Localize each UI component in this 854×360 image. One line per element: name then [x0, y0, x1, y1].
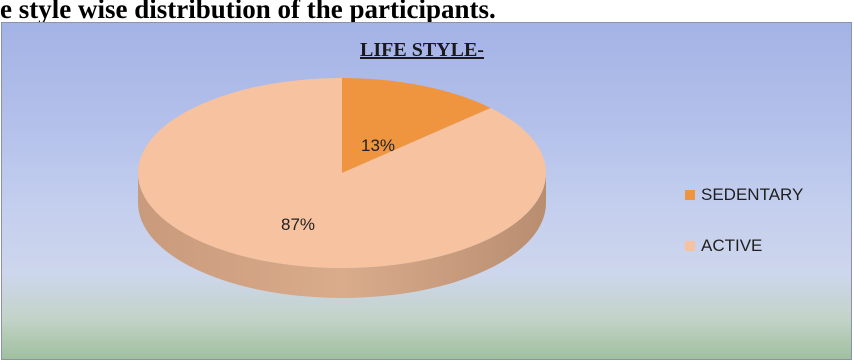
legend-item-active: ACTIVE — [685, 234, 803, 258]
pie-slice-active — [138, 78, 546, 268]
pie-slice-sedentary — [342, 78, 491, 173]
chart-title: LIFE STYLE- — [360, 39, 484, 61]
data-label-sedentary: 13% — [361, 136, 395, 155]
pie-side-wall — [138, 173, 546, 298]
data-label-active: 87% — [281, 215, 315, 234]
legend-item-sedentary: SEDENTARY — [685, 183, 803, 207]
chart-legend: SEDENTARY ACTIVE — [685, 183, 803, 285]
chart-area: LIFE STYLE- 13% 87% SEDENTARY ACTIVE — [1, 22, 852, 360]
legend-swatch-sedentary — [685, 190, 695, 200]
legend-swatch-active — [685, 241, 695, 251]
figure-caption: e style wise distribution of the partici… — [0, 0, 496, 24]
legend-label-sedentary: SEDENTARY — [701, 185, 804, 204]
legend-label-active: ACTIVE — [701, 236, 763, 255]
pie-chart: 13% 87% — [138, 78, 546, 298]
